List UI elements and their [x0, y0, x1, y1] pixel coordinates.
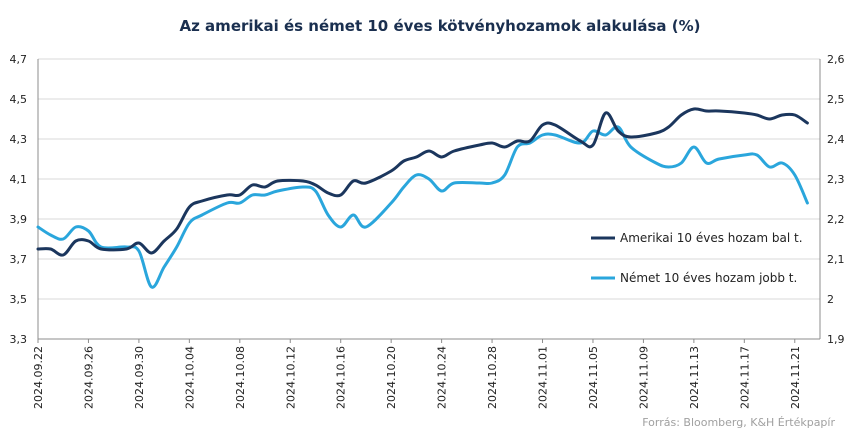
- y-right-tick-label: 2,5: [827, 93, 845, 106]
- x-tick-label: 2024.10.12: [284, 346, 297, 409]
- chart-title: Az amerikai és német 10 éves kötvényhoza…: [180, 17, 701, 35]
- y-left-tick-label: 4,5: [10, 93, 28, 106]
- y-left-tick-label: 3,7: [10, 253, 28, 266]
- legend-label-us: Amerikai 10 éves hozam bal t.: [620, 231, 803, 245]
- x-tick-label: 2024.11.17: [738, 346, 751, 409]
- y-right-tick-label: 2,3: [827, 173, 845, 186]
- x-tick-label: 2024.09.26: [82, 346, 95, 409]
- x-tick-label: 2024.10.24: [436, 346, 449, 409]
- axes: [37, 59, 821, 340]
- x-tick-label: 2024.10.08: [234, 346, 247, 409]
- y-left-tick-label: 4,3: [10, 133, 28, 146]
- x-tick-label: 2024.11.21: [789, 346, 802, 409]
- y-right-tick-label: 2,6: [827, 53, 845, 66]
- x-tick-label: 2024.10.04: [183, 346, 196, 409]
- x-tick-label: 2024.10.16: [335, 346, 348, 409]
- y-right-tick-label: 1,9: [827, 333, 845, 346]
- y-axis-right-ticks: 1,9 2 2,1 2,2 2,3 2,4 2,5 2,6: [827, 53, 845, 346]
- y-left-tick-label: 4,1: [10, 173, 28, 186]
- legend: Amerikai 10 éves hozam bal t. Német 10 év…: [591, 231, 803, 285]
- x-tick-label: 2024.10.28: [486, 346, 499, 409]
- y-left-tick-label: 3,3: [10, 333, 28, 346]
- y-left-tick-label: 4,7: [10, 53, 28, 66]
- y-right-tick-label: 2,2: [827, 213, 845, 226]
- y-left-tick-label: 3,9: [10, 213, 28, 226]
- y-right-tick-label: 2,4: [827, 133, 845, 146]
- source-note: Forrás: Bloomberg, K&H Értékpapír: [642, 416, 835, 429]
- us-10y-yield-line: [36, 107, 809, 257]
- y-right-tick-label: 2,1: [827, 253, 845, 266]
- y-right-tick-label: 2: [827, 293, 834, 306]
- de-10y-yield-line: [36, 125, 809, 289]
- x-tick-label: 2024.11.01: [537, 346, 550, 409]
- x-tick-label: 2024.10.20: [385, 346, 398, 409]
- x-tick-label: 2024.11.13: [688, 346, 701, 409]
- legend-label-de: Német 10 éves hozam jobb t.: [620, 271, 797, 285]
- x-tick-label: 2024.09.22: [32, 346, 45, 409]
- x-tick-label: 2024.11.05: [587, 346, 600, 409]
- x-tick-label: 2024.09.30: [133, 346, 146, 409]
- series-lines: [36, 107, 809, 289]
- y-axis-left-ticks: 3,3 3,5 3,7 3,9 4,1 4,3 4,5 4,7: [10, 53, 28, 346]
- x-tick-label: 2024.11.09: [637, 346, 650, 409]
- y-left-tick-label: 3,5: [10, 293, 28, 306]
- x-axis-ticks: 2024.09.22 2024.09.26 2024.09.30 2024.10.04…: [32, 339, 802, 409]
